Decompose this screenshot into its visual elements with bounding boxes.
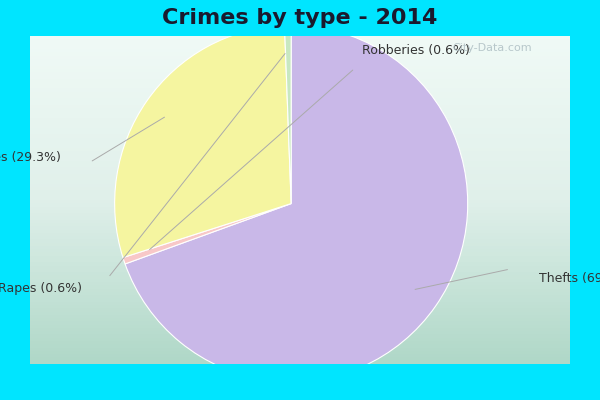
Wedge shape <box>284 25 291 204</box>
Text: Crimes by type - 2014: Crimes by type - 2014 <box>163 8 437 28</box>
Text: City-Data.com: City-Data.com <box>452 43 532 53</box>
Wedge shape <box>125 25 468 382</box>
Text: Thefts (69.5%): Thefts (69.5%) <box>539 272 600 285</box>
Text: Burglaries (29.3%): Burglaries (29.3%) <box>0 151 61 164</box>
Wedge shape <box>123 204 291 264</box>
Text: Robberies (0.6%): Robberies (0.6%) <box>362 44 470 57</box>
Wedge shape <box>115 26 291 258</box>
Text: Rapes (0.6%): Rapes (0.6%) <box>0 282 82 295</box>
